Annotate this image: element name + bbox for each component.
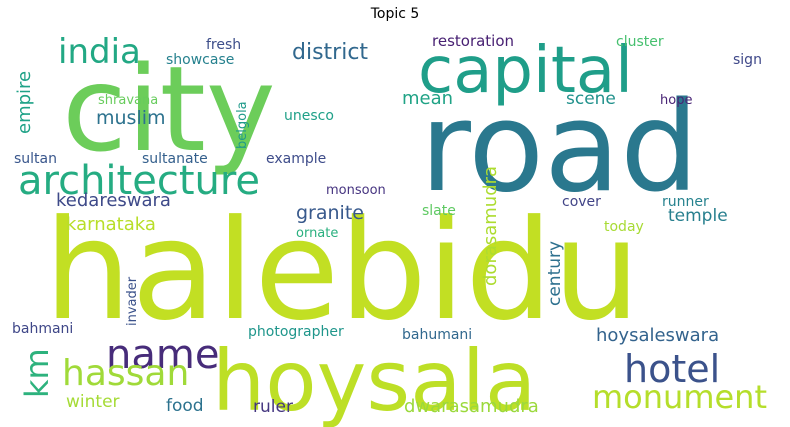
word-century: century — [545, 241, 565, 306]
word-ruler: ruler — [253, 397, 293, 417]
word-slate: slate — [422, 203, 456, 219]
word-granite: granite — [296, 202, 364, 224]
word-belgola: belgola — [235, 101, 250, 149]
word-winter: winter — [66, 392, 120, 412]
word-km: km — [18, 348, 56, 398]
word-restoration: restoration — [432, 32, 514, 50]
word-hoysala: hoysala — [212, 332, 536, 427]
word-photographer: photographer — [248, 324, 344, 340]
chart-title: Topic 5 — [370, 6, 420, 22]
word-scene: scene — [566, 89, 616, 109]
word-monsoon: monsoon — [326, 183, 386, 198]
word-hassan: hassan — [62, 353, 189, 394]
word-sultanate: sultanate — [142, 151, 208, 167]
word-karnataka: karnataka — [66, 214, 156, 235]
word-india: india — [58, 32, 141, 72]
word-capital: capital — [418, 34, 633, 108]
word-kedareswara: kedareswara — [56, 190, 171, 211]
word-hope: hope — [660, 93, 692, 108]
word-ornate: ornate — [296, 226, 338, 241]
word-showcase: showcase — [166, 52, 234, 68]
word-cover: cover — [562, 194, 601, 210]
word-muslim: muslim — [96, 107, 166, 129]
word-bahumani: bahumani — [402, 327, 472, 343]
word-hoysaleswara: hoysaleswara — [596, 325, 719, 346]
word-example: example — [266, 151, 326, 167]
word-empire: empire — [14, 71, 35, 134]
word-temple: temple — [668, 206, 728, 226]
word-food: food — [166, 396, 204, 416]
word-unesco: unesco — [284, 108, 334, 124]
word-bahmani: bahmani — [12, 321, 73, 337]
word-halebidu: halebidu — [44, 190, 640, 351]
word-sultan: sultan — [14, 151, 57, 167]
word-monument: monument — [592, 378, 767, 416]
word-shravana: shravana — [98, 93, 158, 108]
word-fresh: fresh — [206, 37, 241, 53]
word-city: city — [62, 40, 276, 178]
word-today: today — [604, 219, 644, 235]
word-hotel: hotel — [624, 347, 720, 391]
word-cluster: cluster — [616, 34, 664, 50]
word-mean: mean — [402, 88, 453, 109]
word-dwarasamudra: dwarasamudra — [404, 396, 539, 417]
word-runner: runner — [662, 194, 709, 210]
word-dorasamudra: dorasamudra — [480, 166, 501, 286]
word-district: district — [292, 40, 368, 65]
word-sign: sign — [733, 52, 762, 68]
word-name: name — [106, 332, 219, 378]
word-road: road — [420, 76, 699, 220]
word-architecture: architecture — [18, 158, 260, 204]
word-invader: invader — [125, 276, 140, 326]
